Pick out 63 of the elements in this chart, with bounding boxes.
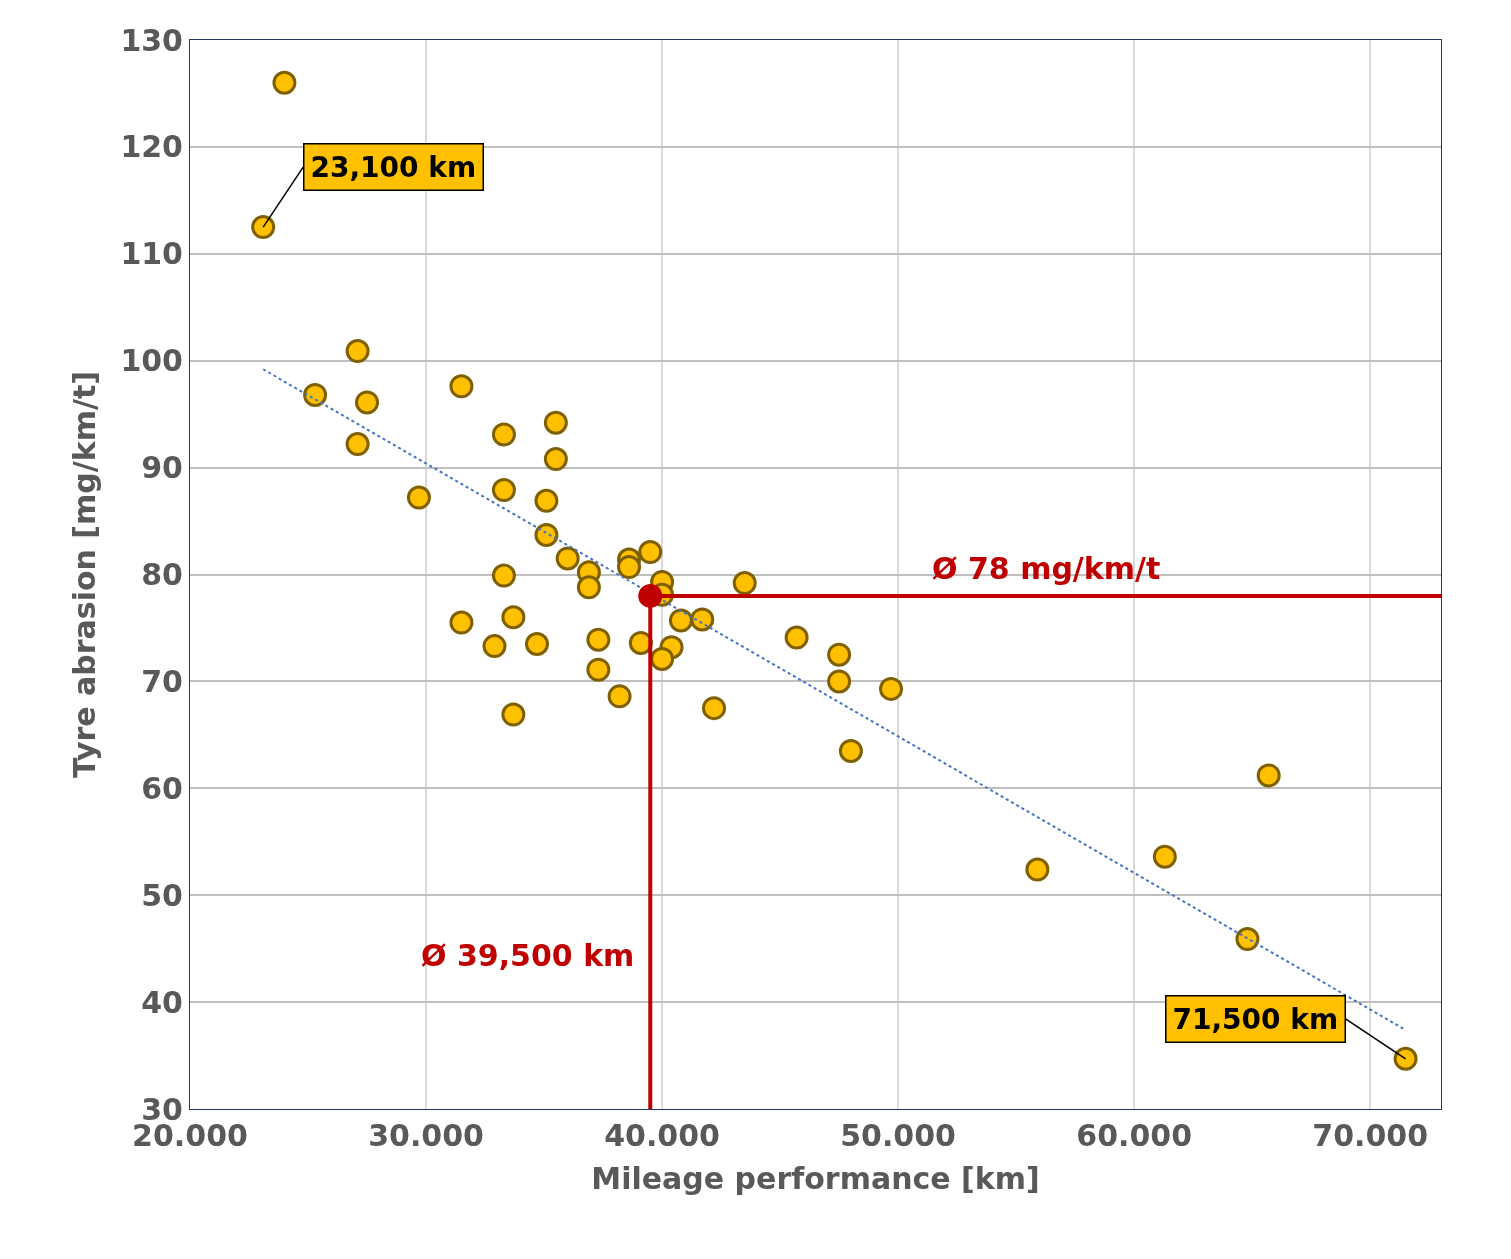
x-tick-label: 60.000 [1076, 1118, 1193, 1153]
point [501, 702, 526, 727]
point [543, 447, 568, 472]
point [482, 634, 507, 659]
ref-line-label: Ø 39,500 km [421, 938, 635, 973]
y-tick-label: 120 [120, 129, 183, 165]
point [555, 546, 580, 571]
point [272, 70, 297, 95]
point [586, 657, 611, 682]
point [524, 631, 549, 656]
y-tick-label: 130 [120, 22, 183, 58]
point [702, 696, 726, 721]
point [827, 642, 852, 667]
annotation: 23,100 km [310, 150, 477, 184]
y-tick-label: 100 [120, 343, 183, 379]
point [491, 422, 516, 447]
y-tick-label: 110 [120, 236, 183, 272]
point [1393, 1046, 1418, 1071]
point [617, 555, 642, 580]
x-tick-label: 40.000 [604, 1118, 720, 1153]
point [355, 390, 380, 415]
annotation: 71,500 km [1172, 1002, 1339, 1036]
point [690, 607, 715, 632]
point [576, 575, 601, 600]
y-tick-label: 90 [141, 450, 183, 486]
point [534, 522, 559, 547]
point [491, 563, 516, 588]
point [1152, 844, 1177, 869]
point [827, 669, 852, 694]
point [501, 605, 526, 630]
point [303, 382, 328, 407]
point [345, 432, 370, 457]
ref-line-label: Ø 78 mg/km/t [932, 551, 1161, 586]
x-tick-label: 50.000 [840, 1118, 956, 1153]
point [1025, 857, 1050, 882]
point [650, 646, 675, 671]
point [732, 571, 757, 596]
point [638, 540, 663, 565]
y-axis-title: Tyre abrasion [mg/km/t] [67, 371, 103, 778]
x-tick-label: 30.000 [368, 1118, 484, 1153]
point [345, 339, 370, 364]
point [543, 410, 568, 435]
point [251, 215, 276, 240]
y-tick-label: 70 [141, 663, 183, 699]
point [491, 478, 516, 503]
point [449, 374, 474, 399]
point [586, 627, 611, 652]
point [879, 676, 904, 701]
y-tick-label: 80 [141, 557, 183, 592]
point [534, 488, 559, 513]
point [668, 608, 693, 633]
point [607, 684, 632, 709]
y-tick-label: 60 [141, 770, 183, 806]
point [784, 625, 809, 650]
point [449, 610, 474, 635]
x-axis-title: Mileage performance [km] [591, 1160, 1040, 1196]
point [406, 485, 431, 510]
point [1235, 927, 1260, 952]
point [838, 738, 863, 763]
y-tick-label: 50 [141, 877, 183, 913]
y-tick-label: 40 [141, 984, 183, 1020]
point [1256, 763, 1281, 788]
x-tick-label: 70.000 [1312, 1118, 1429, 1153]
